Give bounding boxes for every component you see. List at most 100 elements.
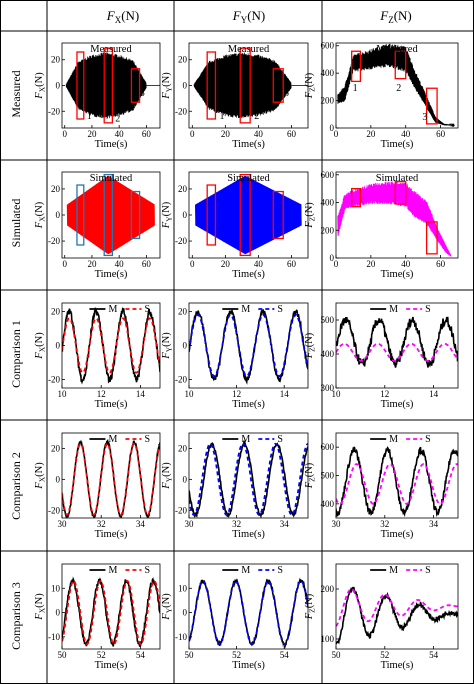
plot-area bbox=[193, 52, 308, 119]
series-S bbox=[62, 317, 160, 374]
x-axis-label: Time(s) bbox=[381, 139, 414, 150]
legend-label-M: M bbox=[241, 565, 250, 576]
y-tick-label: -20 bbox=[48, 236, 60, 246]
x-axis-label: Time(s) bbox=[95, 660, 128, 671]
box-label-1: 1 bbox=[220, 111, 225, 122]
y-tick-label: 20 bbox=[51, 443, 61, 453]
y-tick-label: 0 bbox=[330, 253, 335, 263]
y-axis-label: FY(N) bbox=[161, 332, 174, 360]
series-S bbox=[336, 588, 458, 627]
y-tick-label: -10 bbox=[175, 632, 187, 642]
y-tick-label: 0 bbox=[183, 474, 188, 484]
x-tick-label: 12 bbox=[232, 389, 241, 399]
x-axis-label: Time(s) bbox=[232, 399, 265, 410]
series-S bbox=[336, 463, 458, 505]
plot-area bbox=[336, 586, 458, 645]
row-label-comparison-3: Comparison 3 bbox=[9, 582, 23, 650]
row-label-measured: Measured bbox=[9, 70, 23, 117]
y-tick-label: 300 bbox=[321, 383, 335, 393]
x-tick-label: 10 bbox=[332, 389, 342, 399]
x-tick-label: 50 bbox=[185, 650, 195, 660]
x-tick-label: 40 bbox=[401, 259, 411, 269]
plot-area bbox=[65, 52, 160, 119]
axes-frame bbox=[188, 563, 309, 650]
panel-title: Simulated bbox=[227, 173, 270, 184]
plot-area bbox=[62, 438, 160, 518]
y-tick-label: -20 bbox=[175, 106, 187, 116]
highlight-box-1 bbox=[206, 184, 217, 246]
highlight-box-3 bbox=[425, 221, 438, 255]
y-axis-label: FY(N) bbox=[161, 462, 174, 490]
y-tick-label: 20 bbox=[178, 443, 188, 453]
y-tick-label: 0 bbox=[56, 210, 61, 220]
series-S bbox=[62, 442, 160, 516]
x-tick-label: 30 bbox=[185, 519, 195, 529]
legend-label-M: M bbox=[389, 565, 398, 576]
axes-frame bbox=[335, 432, 459, 519]
y-axis-label: FY(N) bbox=[161, 72, 174, 100]
x-axis-label: Time(s) bbox=[95, 399, 128, 410]
y-tick-label: 10 bbox=[51, 583, 61, 593]
x-tick-label: 34 bbox=[136, 519, 146, 529]
legend-label-M: M bbox=[241, 304, 250, 315]
x-tick-label: 60 bbox=[287, 259, 297, 269]
column-header-fy: FY(N) bbox=[232, 8, 266, 25]
y-axis-label: FZ(N) bbox=[304, 332, 317, 359]
legend-label-S: S bbox=[144, 304, 150, 315]
y-axis-label: FX(N) bbox=[34, 593, 47, 621]
x-tick-label: 20 bbox=[221, 259, 231, 269]
box-label-1: 1 bbox=[353, 83, 358, 94]
axes-frame bbox=[188, 432, 309, 519]
series-M bbox=[189, 439, 308, 518]
column-header-fz: FZ(N) bbox=[379, 8, 412, 25]
box-label-3: 3 bbox=[422, 112, 427, 123]
plot-area bbox=[337, 181, 452, 257]
y-axis-label: FX(N) bbox=[34, 72, 47, 100]
legend-label-S: S bbox=[277, 565, 283, 576]
y-tick-label: -20 bbox=[48, 106, 60, 116]
highlight-box-1 bbox=[206, 51, 217, 120]
x-tick-label: 20 bbox=[366, 259, 376, 269]
x-axis-label: Time(s) bbox=[381, 269, 414, 280]
y-tick-label: 600 bbox=[321, 442, 335, 452]
box-label-3: 3 bbox=[140, 88, 145, 99]
x-tick-label: 54 bbox=[429, 650, 439, 660]
column-header-fx: FX(N) bbox=[106, 8, 140, 25]
legend-label-S: S bbox=[425, 434, 431, 445]
y-axis-label: FY(N) bbox=[161, 201, 174, 229]
panel-title: Measured bbox=[90, 44, 132, 55]
legend-label-S: S bbox=[425, 565, 431, 576]
axes-frame bbox=[335, 563, 459, 650]
highlight-box-3 bbox=[272, 68, 284, 103]
x-tick-label: 34 bbox=[429, 519, 439, 529]
plot-area bbox=[189, 577, 308, 649]
plot-area bbox=[336, 316, 458, 368]
x-tick-label: 30 bbox=[332, 519, 342, 529]
axes-frame bbox=[61, 563, 161, 650]
x-tick-label: 54 bbox=[280, 650, 290, 660]
x-tick-label: 20 bbox=[366, 129, 376, 139]
y-axis-label: FZ(N) bbox=[304, 72, 317, 99]
y-tick-label: 20 bbox=[178, 55, 188, 65]
highlight-box-2 bbox=[394, 181, 407, 205]
series-oscillation-0 bbox=[193, 52, 308, 119]
y-tick-label: 0 bbox=[56, 341, 61, 351]
x-tick-label: 52 bbox=[232, 650, 241, 660]
y-tick-label: -10 bbox=[48, 632, 60, 642]
y-tick-label: 0 bbox=[183, 210, 188, 220]
x-tick-label: 50 bbox=[58, 650, 68, 660]
x-axis-label: Time(s) bbox=[95, 139, 128, 150]
legend-label-M: M bbox=[389, 434, 398, 445]
y-tick-label: 100 bbox=[321, 634, 335, 644]
series-M bbox=[336, 446, 458, 518]
legend-label-M: M bbox=[241, 434, 250, 445]
series-diamond-0-fill bbox=[195, 175, 302, 255]
plot-area bbox=[189, 439, 308, 518]
